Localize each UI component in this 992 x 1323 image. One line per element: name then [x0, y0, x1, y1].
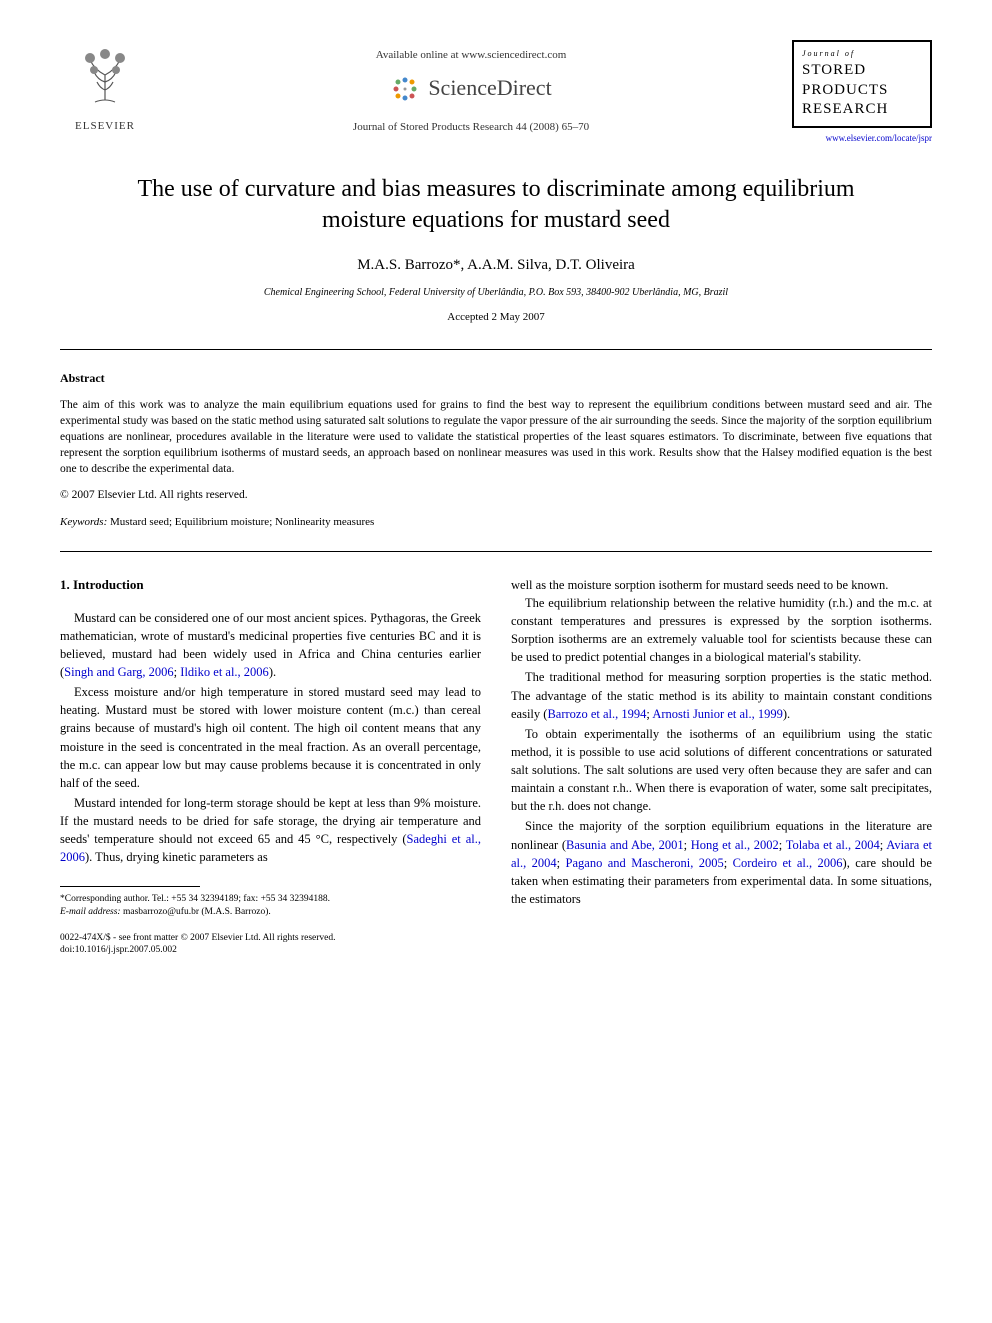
abstract-copyright: © 2007 Elsevier Ltd. All rights reserved…	[60, 487, 932, 503]
available-online-text: Available online at www.sciencedirect.co…	[150, 48, 792, 63]
keywords-text: Mustard seed; Equilibrium moisture; Nonl…	[107, 516, 374, 528]
citation-link[interactable]: Singh and Garg, 2006	[64, 665, 174, 679]
sciencedirect-text: ScienceDirect	[428, 73, 551, 104]
issn-line: 0022-474X/$ - see front matter © 2007 El…	[60, 932, 481, 944]
citation-link[interactable]: Tolaba et al., 2004	[786, 838, 880, 852]
body-para-r1: well as the moisture sorption isotherm f…	[511, 576, 932, 594]
email-address[interactable]: masbarrozo@ufu.br (M.A.S. Barrozo).	[121, 907, 271, 917]
journal-box-small: Journal of	[802, 48, 922, 59]
email-label: E-mail address:	[60, 907, 121, 917]
footer-block: 0022-474X/$ - see front matter © 2007 El…	[60, 932, 481, 957]
citation-link[interactable]: Pagano and Mascheroni, 2005	[566, 856, 724, 870]
doi-line: doi:10.1016/j.jspr.2007.05.002	[60, 944, 481, 956]
accepted-date: Accepted 2 May 2007	[60, 310, 932, 325]
body-para-3: Mustard intended for long-term storage s…	[60, 794, 481, 867]
abstract-text: The aim of this work was to analyze the …	[60, 397, 932, 477]
body-para-2: Excess moisture and/or high temperature …	[60, 683, 481, 792]
header-row: ELSEVIER Available online at www.science…	[60, 40, 932, 144]
keywords-label: Keywords:	[60, 516, 107, 528]
journal-box-line2: PRODUCTS	[802, 81, 922, 101]
body-para-r3: The traditional method for measuring sor…	[511, 668, 932, 722]
elsevier-logo: ELSEVIER	[60, 40, 150, 135]
divider-top	[60, 349, 932, 350]
footnote-divider	[60, 886, 200, 887]
citation-link[interactable]: Cordeiro et al., 2006	[733, 856, 843, 870]
elsevier-tree-icon	[70, 40, 140, 110]
journal-box-line3: RESEARCH	[802, 100, 922, 120]
journal-box-container: Journal of STORED PRODUCTS RESEARCH www.…	[792, 40, 932, 144]
body-columns: 1. Introduction Mustard can be considere…	[60, 576, 932, 957]
body-para-r2: The equilibrium relationship between the…	[511, 594, 932, 667]
sciencedirect-dots-icon	[390, 74, 420, 104]
citation-link[interactable]: Arnosti Junior et al., 1999	[652, 707, 783, 721]
divider-bottom	[60, 551, 932, 552]
section-heading: 1. Introduction	[60, 576, 481, 595]
citation-link[interactable]: Hong et al., 2002	[691, 838, 779, 852]
abstract-heading: Abstract	[60, 370, 932, 387]
journal-box-line1: STORED	[802, 61, 922, 81]
corresponding-footnote: *Corresponding author. Tel.: +55 34 3239…	[60, 893, 481, 905]
keywords-line: Keywords: Mustard seed; Equilibrium mois…	[60, 515, 932, 530]
article-title: The use of curvature and bias measures t…	[100, 174, 892, 236]
affiliation: Chemical Engineering School, Federal Uni…	[60, 286, 932, 300]
journal-reference: Journal of Stored Products Research 44 (…	[150, 120, 792, 135]
journal-box: Journal of STORED PRODUCTS RESEARCH	[792, 40, 932, 128]
body-para-r4: To obtain experimentally the isotherms o…	[511, 725, 932, 816]
sciencedirect-logo: ScienceDirect	[150, 73, 792, 104]
citation-link[interactable]: Barrozo et al., 1994	[547, 707, 646, 721]
body-para-r5: Since the majority of the sorption equil…	[511, 817, 932, 908]
center-header: Available online at www.sciencedirect.co…	[150, 40, 792, 136]
authors: M.A.S. Barrozo*, A.A.M. Silva, D.T. Oliv…	[60, 255, 932, 276]
citation-link[interactable]: Ildiko et al., 2006	[180, 665, 269, 679]
body-para-1: Mustard can be considered one of our mos…	[60, 609, 481, 682]
elsevier-label: ELSEVIER	[60, 119, 150, 134]
left-column: 1. Introduction Mustard can be considere…	[60, 576, 481, 957]
right-column: well as the moisture sorption isotherm f…	[511, 576, 932, 957]
citation-link[interactable]: Basunia and Abe, 2001	[566, 838, 684, 852]
email-footnote: E-mail address: masbarrozo@ufu.br (M.A.S…	[60, 906, 481, 918]
journal-url-link[interactable]: www.elsevier.com/locate/jspr	[792, 132, 932, 145]
